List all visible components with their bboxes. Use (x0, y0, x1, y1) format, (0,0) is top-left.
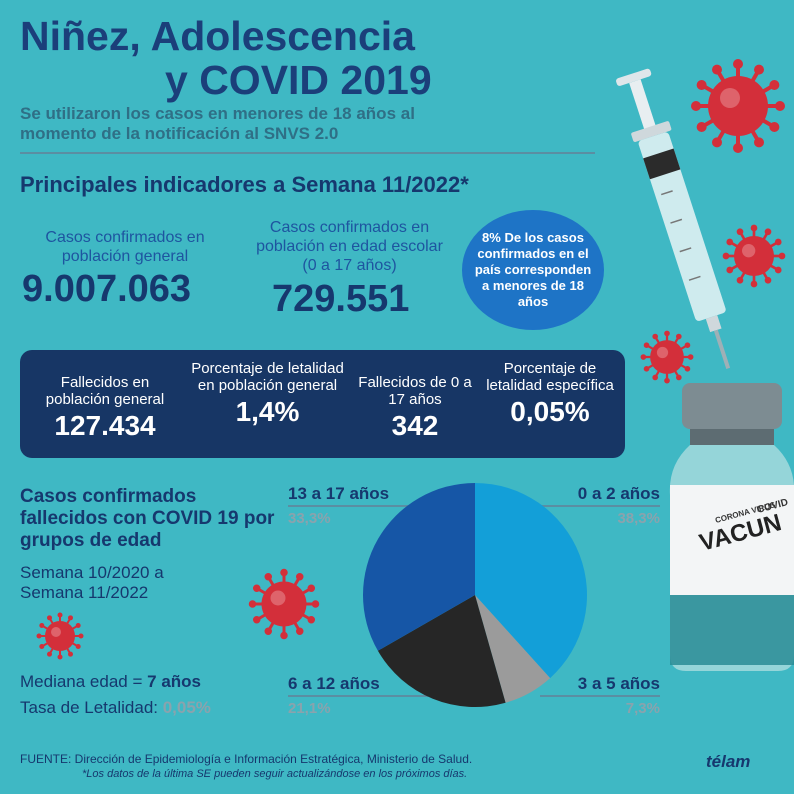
median-label: Mediana edad = (20, 672, 148, 691)
indicators-panel (20, 350, 625, 458)
telam-logo: télam (706, 752, 751, 771)
slice-pct-6-12: 21,1% (288, 700, 331, 717)
panel-deaths-minors: Fallecidos de 0 a 17 años 342 (355, 374, 475, 442)
lethality-label: Tasa de Letalidad: (20, 698, 163, 717)
divider (20, 152, 595, 154)
panel-lethality-general: Porcentaje de letalidad en población gen… (190, 360, 345, 428)
panel-label: Porcentaje de letalidad específica (486, 360, 614, 394)
school-cases-value: 729.551 (272, 278, 410, 320)
general-cases-label: Casos confirmados en población general (45, 229, 205, 265)
pie-section-title: Casos confirmados fallecidos con COVID 1… (20, 486, 275, 551)
slice-label-0-2: 0 a 2 años (577, 484, 660, 503)
leader-line (540, 505, 660, 507)
syringe-icon (616, 68, 731, 369)
virus-icon (722, 224, 786, 288)
school-cases-label: Casos confirmados en población en edad e… (256, 219, 443, 274)
age-group-pie-chart (363, 483, 587, 707)
slice-label-13-17: 13 a 17 años (288, 484, 390, 503)
panel-value: 1,4% (235, 396, 300, 427)
slice-label-3-5: 3 a 5 años (577, 674, 660, 693)
pie-slice-1 (475, 595, 551, 703)
virus-icon (248, 568, 320, 640)
data-update-note: *Los datos de la última SE pueden seguir… (82, 768, 468, 780)
page-title: Niñez, Adolescencia y COVID 2019 (20, 14, 540, 102)
panel-lethality-specific: Porcentaje de letalidad específica 0,05% (480, 360, 620, 428)
panel-value: 0,05% (510, 396, 590, 427)
leader-line (288, 505, 408, 507)
panel-value: 342 (391, 410, 439, 441)
source-note: FUENTE: Dirección de Epidemiología e Inf… (20, 752, 473, 766)
percentage-bubble: 8% De los casos confirmados en el país c… (462, 210, 604, 330)
virus-icon (691, 59, 785, 153)
lethality-rate: Tasa de Letalidad: 0,05% (20, 698, 211, 718)
section-title: Principales indicadores a Semana 11/2022… (20, 172, 469, 197)
lethality-value: 0,05% (162, 698, 211, 717)
slice-label-6-12: 6 a 12 años (288, 674, 380, 693)
leader-line (288, 695, 428, 697)
title-line-2: y COVID 2019 (165, 57, 432, 103)
pie-slice-2 (377, 595, 506, 707)
slice-pct-0-2: 38,3% (617, 510, 660, 527)
pie-slice-3 (363, 483, 475, 651)
slice-pct-3-5: 7,3% (625, 700, 660, 717)
panel-label: Porcentaje de letalidad en población gen… (191, 360, 344, 394)
virus-icon (36, 612, 84, 660)
period-label: Semana 10/2020 a Semana 11/2022 (20, 563, 164, 602)
pie-slice-0 (475, 483, 587, 679)
subtitle: Se utilizaron los casos en menores de 18… (20, 104, 415, 143)
panel-label: Fallecidos en población general (45, 374, 165, 408)
panel-value: 127.434 (54, 410, 156, 441)
panel-deaths-general: Fallecidos en población general 127.434 (30, 374, 180, 442)
median-value: 7 años (147, 672, 201, 691)
general-cases-value: 9.007.063 (22, 268, 192, 310)
virus-icon (640, 330, 694, 384)
median-age: Mediana edad = 7 años (20, 672, 201, 692)
leader-line (540, 695, 660, 697)
slice-pct-13-17: 33,3% (288, 510, 331, 527)
title-line-1: Niñez, Adolescencia (20, 13, 415, 59)
vaccine-vial-icon: CORONA VIRUS COVID VACUN (669, 383, 794, 671)
panel-label: Fallecidos de 0 a 17 años (358, 374, 472, 408)
